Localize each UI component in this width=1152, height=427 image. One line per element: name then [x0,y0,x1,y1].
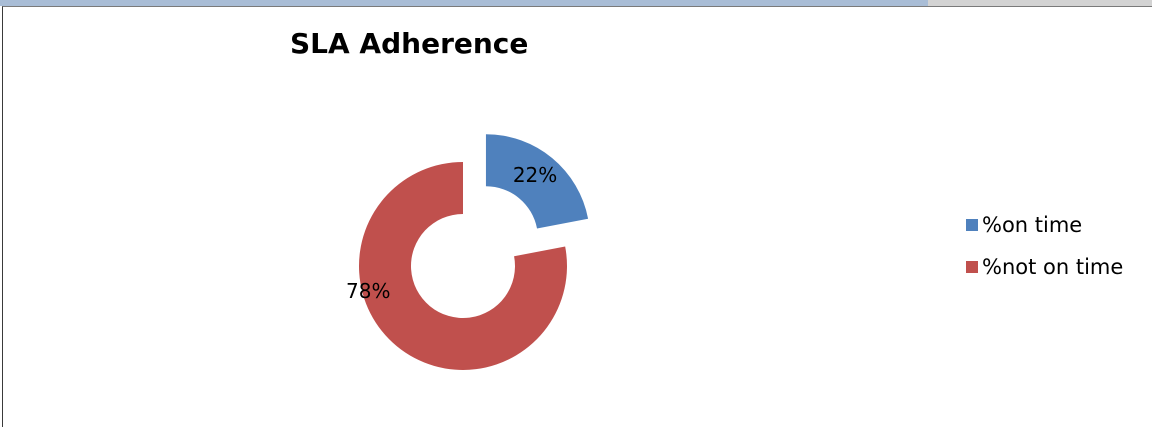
legend-item-on-time: %on time [966,212,1123,238]
top-border-strip-gray [928,0,1152,6]
donut-slice-on-time [485,134,589,229]
data-label-on-time: 22% [513,163,557,187]
legend-swatch-not-on-time [966,261,978,273]
top-border-strip [0,0,928,6]
legend-label-not-on-time: %not on time [982,255,1124,279]
donut-slice-not-on-time [359,162,568,370]
legend-label-on-time: %on time [982,213,1083,237]
chart-title: SLA Adherence [290,27,529,60]
data-label-not-on-time: 78% [346,279,390,303]
legend-item-not-on-time: %not on time [966,254,1123,280]
legend: %on time %not on time [966,212,1123,296]
legend-swatch-on-time [966,219,978,231]
